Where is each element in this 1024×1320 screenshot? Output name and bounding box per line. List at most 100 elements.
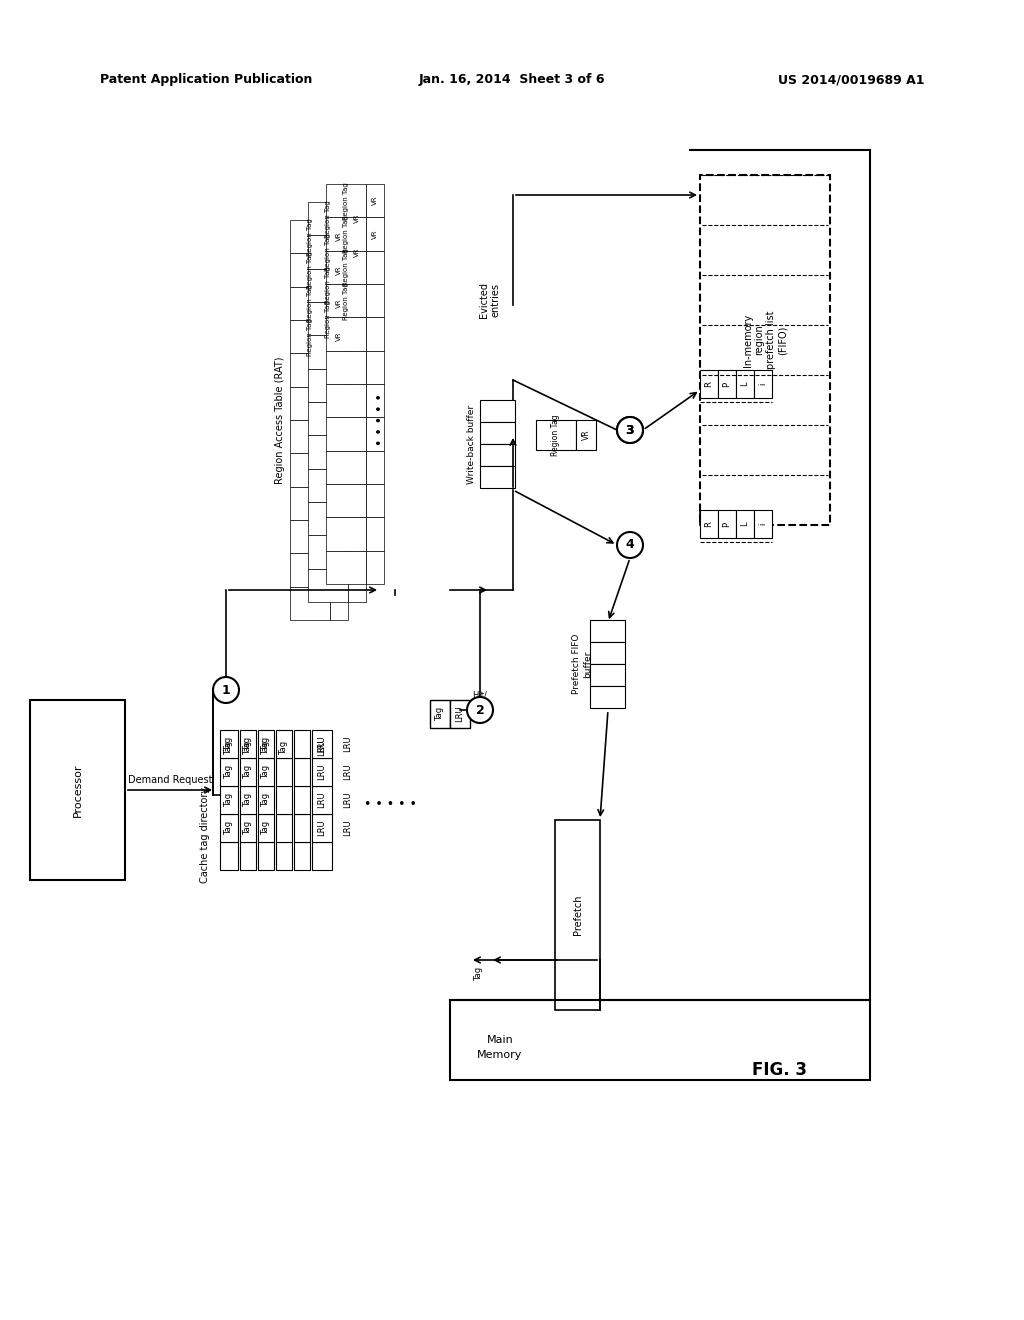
Bar <box>258 758 274 785</box>
Bar <box>480 444 515 466</box>
Bar <box>480 466 515 488</box>
Text: Tag: Tag <box>244 737 253 751</box>
Text: 1: 1 <box>221 684 230 697</box>
Bar <box>276 814 292 842</box>
Text: Prefetch FIFO
buffer: Prefetch FIFO buffer <box>572 634 592 694</box>
Text: i: i <box>759 383 768 385</box>
Text: Tag: Tag <box>474 968 483 981</box>
Text: Cache tag directory: Cache tag directory <box>200 787 210 883</box>
Bar <box>718 370 736 399</box>
Bar <box>700 176 830 525</box>
Text: Hit/: Hit/ <box>472 690 487 700</box>
Text: L: L <box>740 521 750 527</box>
Bar <box>590 642 625 664</box>
Bar <box>366 417 384 450</box>
Bar <box>326 183 366 218</box>
Bar <box>330 253 348 286</box>
Bar <box>326 218 366 251</box>
Text: R: R <box>705 381 714 387</box>
Text: Tag: Tag <box>244 764 253 779</box>
Bar <box>326 550 366 583</box>
Bar <box>308 502 348 536</box>
Bar <box>290 220 330 253</box>
Text: LRU: LRU <box>343 735 352 752</box>
Text: Write-back buffer: Write-back buffer <box>468 404 476 483</box>
Bar <box>240 730 256 758</box>
Bar <box>290 319 330 354</box>
Text: Jan. 16, 2014  Sheet 3 of 6: Jan. 16, 2014 Sheet 3 of 6 <box>419 74 605 87</box>
Bar <box>330 220 348 253</box>
Bar <box>736 510 754 539</box>
Text: LRU: LRU <box>317 792 327 808</box>
Circle shape <box>617 417 643 444</box>
Text: Region Tag: Region Tag <box>307 284 313 322</box>
Bar <box>366 517 384 550</box>
Text: LRU: LRU <box>343 792 352 808</box>
Bar <box>308 202 348 235</box>
Bar <box>575 420 596 450</box>
Bar <box>240 758 256 785</box>
Text: Tag: Tag <box>244 821 253 836</box>
Bar <box>326 284 366 317</box>
Bar <box>312 842 332 870</box>
Bar <box>220 730 238 758</box>
Bar <box>348 403 366 436</box>
Bar <box>330 520 348 553</box>
Bar <box>258 785 274 814</box>
Text: Miss: Miss <box>471 702 489 711</box>
Text: LRU: LRU <box>317 764 327 780</box>
Bar <box>326 450 366 484</box>
Text: Tag: Tag <box>261 737 270 751</box>
Text: Tag: Tag <box>224 793 233 807</box>
Bar <box>220 842 238 870</box>
Bar <box>308 436 348 469</box>
Bar <box>290 453 330 487</box>
Bar <box>555 820 600 1010</box>
Text: Tag: Tag <box>261 764 270 779</box>
Text: In-memory
region
prefetch list
(FIFO): In-memory region prefetch list (FIFO) <box>742 310 787 370</box>
Bar <box>330 453 348 487</box>
Text: VR: VR <box>354 214 360 223</box>
Bar <box>326 417 366 450</box>
Bar <box>240 842 256 870</box>
Bar <box>536 420 575 450</box>
Bar <box>276 785 292 814</box>
Text: Tag: Tag <box>280 741 289 755</box>
Circle shape <box>617 532 643 558</box>
Bar <box>754 510 772 539</box>
Bar <box>590 620 625 642</box>
Bar <box>258 730 274 758</box>
Text: Tag: Tag <box>244 793 253 807</box>
Bar <box>348 302 366 335</box>
Text: VR: VR <box>336 232 342 242</box>
Bar <box>348 202 366 235</box>
Bar <box>308 403 348 436</box>
Bar <box>348 436 366 469</box>
Bar <box>330 420 348 453</box>
Bar <box>326 351 366 384</box>
Bar <box>326 251 366 284</box>
Text: Patent Application Publication: Patent Application Publication <box>100 74 312 87</box>
Text: LRU: LRU <box>456 706 465 722</box>
Bar <box>240 785 256 814</box>
Circle shape <box>617 417 643 444</box>
Text: VR: VR <box>336 298 342 308</box>
Bar <box>290 354 330 387</box>
Text: Memory: Memory <box>477 1049 522 1060</box>
Text: Main: Main <box>486 1035 513 1045</box>
Bar <box>590 686 625 708</box>
Bar <box>308 536 348 569</box>
Bar <box>326 517 366 550</box>
Bar <box>348 368 366 403</box>
Text: Region Tag: Region Tag <box>343 281 349 319</box>
Text: Region Tag: Region Tag <box>307 218 313 256</box>
Bar <box>290 420 330 453</box>
Bar <box>290 553 330 586</box>
Bar <box>700 510 718 539</box>
Bar <box>366 317 384 351</box>
Bar <box>348 502 366 536</box>
Text: Region Tag: Region Tag <box>343 215 349 253</box>
Bar <box>290 520 330 553</box>
Bar <box>700 370 718 399</box>
Bar <box>276 758 292 785</box>
